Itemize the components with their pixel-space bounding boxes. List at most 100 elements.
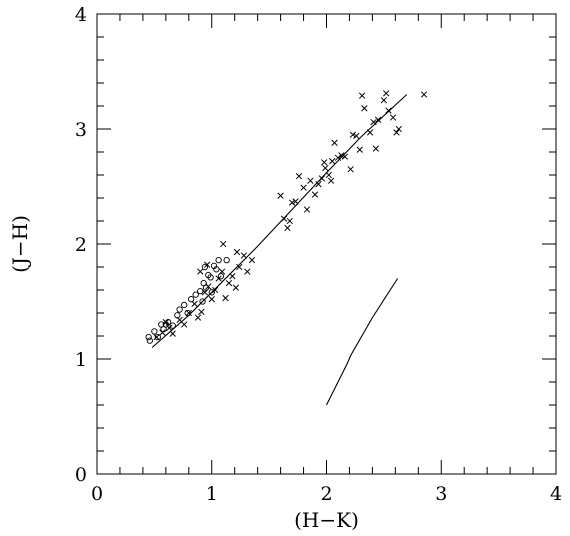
cross-point bbox=[295, 172, 303, 180]
cross-point bbox=[353, 132, 360, 140]
cross-point bbox=[162, 319, 170, 326]
circle-point bbox=[181, 301, 188, 309]
circle-point bbox=[213, 266, 220, 273]
y-tick-label: 2 bbox=[75, 234, 87, 256]
cross-point bbox=[194, 314, 202, 321]
cross-point bbox=[218, 268, 226, 275]
cross-point bbox=[185, 309, 192, 317]
circle-point bbox=[151, 328, 158, 335]
circle-point bbox=[223, 256, 230, 264]
circle-point bbox=[176, 306, 183, 313]
cross-point bbox=[233, 248, 241, 256]
data-lines bbox=[151, 94, 408, 406]
x-tick-label: 4 bbox=[550, 483, 562, 505]
cross-point bbox=[361, 105, 368, 112]
cross-point bbox=[248, 256, 256, 264]
cross-point bbox=[389, 114, 397, 121]
circle-point bbox=[199, 298, 206, 305]
cross-point bbox=[292, 198, 299, 205]
cross-point bbox=[358, 92, 366, 99]
cross-point bbox=[325, 171, 332, 179]
cross-point bbox=[197, 268, 204, 275]
x-tick-label: 0 bbox=[91, 483, 103, 505]
circle-point bbox=[215, 256, 222, 264]
circle-point bbox=[197, 287, 204, 295]
cross-point bbox=[166, 324, 173, 332]
cross-point bbox=[232, 284, 240, 291]
cross-point bbox=[338, 152, 345, 159]
cross-point bbox=[322, 164, 329, 172]
cross-point bbox=[229, 273, 236, 280]
data-markers bbox=[145, 90, 428, 344]
cross-point bbox=[331, 139, 338, 146]
circle-point bbox=[187, 296, 195, 303]
circle-point bbox=[169, 322, 176, 329]
cross-point bbox=[372, 145, 379, 152]
cross-point bbox=[220, 240, 227, 248]
cross-point bbox=[380, 97, 388, 104]
cross-point bbox=[300, 184, 307, 191]
cross-point bbox=[311, 191, 319, 198]
cross-point bbox=[315, 181, 322, 188]
cross-point bbox=[347, 166, 354, 173]
y-tick-label: 4 bbox=[75, 4, 87, 26]
cross-point bbox=[201, 289, 209, 296]
cross-point bbox=[334, 154, 342, 161]
cross-point bbox=[240, 252, 248, 259]
cross-point bbox=[341, 153, 349, 160]
x-tick-label: 2 bbox=[320, 483, 332, 505]
cross-point bbox=[286, 217, 293, 225]
cross-point bbox=[225, 279, 233, 287]
circle-point bbox=[208, 289, 215, 296]
cross-point bbox=[385, 107, 392, 114]
cross-point bbox=[208, 296, 215, 303]
circle-point bbox=[192, 291, 199, 298]
fit-line bbox=[151, 94, 408, 348]
cross-point bbox=[370, 118, 377, 126]
cross-point bbox=[420, 91, 428, 98]
axis-ticks bbox=[96, 13, 557, 475]
cross-point bbox=[349, 131, 357, 138]
cross-point bbox=[393, 129, 400, 136]
cross-point bbox=[321, 159, 328, 166]
cross-point bbox=[159, 329, 166, 336]
y-tick-label: 3 bbox=[75, 119, 87, 141]
cross-point bbox=[307, 177, 314, 184]
cross-point bbox=[277, 192, 284, 199]
circle-point bbox=[201, 263, 209, 271]
cross-point bbox=[169, 330, 176, 337]
cross-point bbox=[288, 199, 296, 206]
tick-labels: 0 1 2 3 4 0 1 2 3 4 bbox=[75, 4, 562, 505]
circle-point bbox=[146, 337, 153, 344]
cross-point bbox=[215, 275, 222, 282]
cross-point bbox=[329, 158, 336, 165]
cross-point bbox=[205, 283, 212, 290]
cross-point bbox=[153, 333, 160, 341]
x-axis-label: (H−K) bbox=[294, 508, 359, 532]
circle-point bbox=[217, 273, 225, 280]
cross-point bbox=[303, 206, 311, 213]
cross-point bbox=[374, 116, 382, 123]
cross-point bbox=[284, 224, 291, 232]
y-tick-label: 1 bbox=[75, 349, 87, 371]
cross-point bbox=[366, 129, 374, 136]
cross-point bbox=[395, 125, 402, 133]
circle-point bbox=[202, 284, 210, 291]
cross-point bbox=[383, 90, 390, 97]
y-tick-label: 0 bbox=[75, 464, 87, 486]
cross-point bbox=[204, 261, 211, 268]
cross-point bbox=[280, 215, 288, 222]
x-tick-label: 1 bbox=[206, 483, 218, 505]
reddening-vector-line bbox=[326, 278, 399, 406]
cross-point bbox=[198, 308, 205, 316]
cross-point bbox=[222, 294, 229, 302]
cross-point bbox=[191, 300, 198, 307]
circle-point bbox=[184, 309, 191, 317]
y-axis-label: (J−H) bbox=[8, 215, 32, 273]
circle-point bbox=[154, 333, 161, 341]
x-tick-label: 3 bbox=[435, 483, 447, 505]
cross-point bbox=[244, 268, 251, 275]
cross-point bbox=[356, 146, 363, 153]
cross-point bbox=[236, 263, 243, 271]
